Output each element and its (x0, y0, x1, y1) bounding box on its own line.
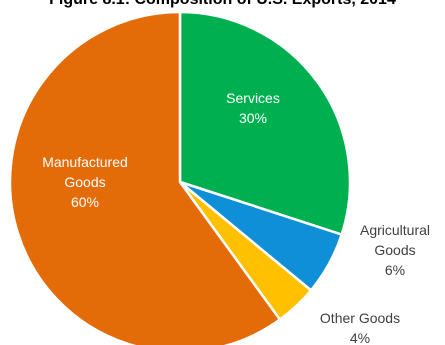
slice-name-line: Manufactured (42, 154, 128, 170)
pie-slices (8, 10, 352, 345)
slice-percent-label: 60% (71, 194, 99, 210)
slice-name-line: Agricultural (360, 222, 430, 238)
chart-title: Figure 8.1: Composition of U.S. Exports,… (0, 0, 445, 9)
slice-label-services: Services 30% (226, 90, 280, 126)
slice-name-line: Goods (64, 174, 105, 190)
slice-label-manufactured-goods: Manufactured Goods 60% (42, 154, 128, 210)
slice-name-line: Services (226, 90, 280, 106)
slice-percent-label: 4% (350, 330, 370, 345)
slice-label-other-goods: Other Goods 4% (320, 310, 400, 345)
slice-label-agricultural-goods: Agricultural Goods 6% (360, 222, 430, 278)
slice-percent-label: 6% (385, 262, 405, 278)
pie-slice-manufactured-goods (8, 10, 282, 345)
slice-name-line: Goods (374, 242, 415, 258)
slice-percent-label: 30% (239, 110, 267, 126)
slice-name-line: Other Goods (320, 310, 400, 326)
pie-labels: Services 30% Agricultural Goods 6% Other Good… (42, 90, 430, 345)
pie-slice-services (178, 10, 352, 236)
